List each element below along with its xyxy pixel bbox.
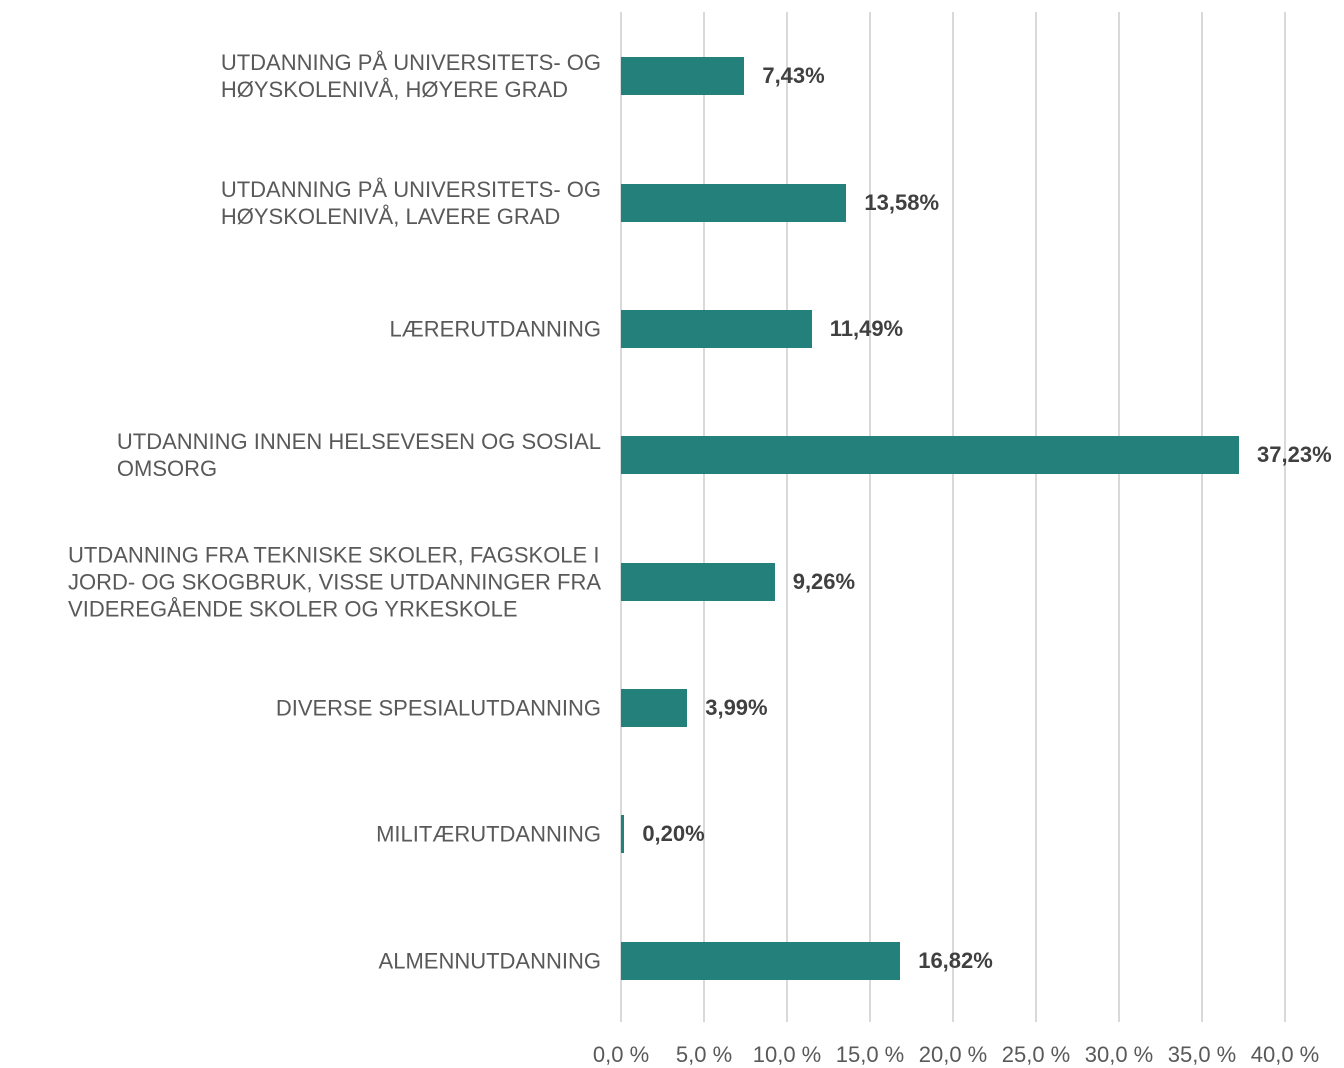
x-tick-label: 15,0 % (835, 1042, 905, 1067)
bar (621, 436, 1240, 475)
bar (621, 57, 745, 96)
grid-line (869, 12, 871, 1022)
bar (621, 183, 847, 222)
grid-line (1035, 12, 1037, 1022)
x-tick-label: 35,0 % (1167, 1042, 1237, 1067)
y-tick-label: UTDANNING FRA TEKNISKE SKOLER, FAGSKOLE … (68, 542, 601, 622)
bar (621, 562, 775, 601)
grid-line (1118, 12, 1120, 1022)
y-tick-label: DIVERSE SPESIALUTDANNING (275, 695, 601, 721)
y-tick-label: ALMENNUTDANNING (378, 948, 601, 974)
bar (621, 941, 901, 980)
data-label: 9,26% (792, 568, 856, 594)
x-tick-label: 0,0 % (592, 1042, 650, 1067)
y-tick-label: UTDANNING PÅ UNIVERSITETS- OG HØYSKOLENI… (220, 50, 601, 103)
bar (621, 309, 812, 348)
y-tick-label: MILITÆRUTDANNING (376, 821, 601, 847)
grid-line (703, 12, 705, 1022)
grid-line (1284, 12, 1286, 1022)
bar (621, 689, 688, 728)
data-label: 11,49% (829, 315, 904, 341)
bar (621, 815, 625, 854)
data-label: 13,58% (864, 189, 940, 215)
grid-line (620, 12, 622, 1022)
grid-line (1201, 12, 1203, 1022)
data-label: 16,82% (918, 947, 993, 973)
y-tick-label: UTDANNING PÅ UNIVERSITETS- OG HØYSKOLENI… (220, 176, 601, 229)
x-tick-label: 30,0 % (1084, 1042, 1154, 1067)
data-label: 3,99% (705, 695, 768, 721)
x-tick-label: 5,0 % (675, 1042, 733, 1067)
x-tick-label: 40,0 % (1250, 1042, 1320, 1067)
data-label: 37,23% (1257, 442, 1332, 468)
data-label: 7,43% (762, 63, 825, 89)
grid-line (786, 12, 788, 1022)
grid-line (952, 12, 954, 1022)
data-label: 0,20% (642, 821, 705, 847)
y-tick-label: LÆRERUTDANNING (389, 316, 601, 342)
x-tick-label: 10,0 % (752, 1042, 822, 1067)
x-tick-label: 20,0 % (918, 1042, 988, 1067)
x-tick-label: 25,0 % (1001, 1042, 1071, 1067)
y-tick-label: UTDANNING INNEN HELSEVESEN OG SOSIAL OMS… (116, 429, 601, 482)
